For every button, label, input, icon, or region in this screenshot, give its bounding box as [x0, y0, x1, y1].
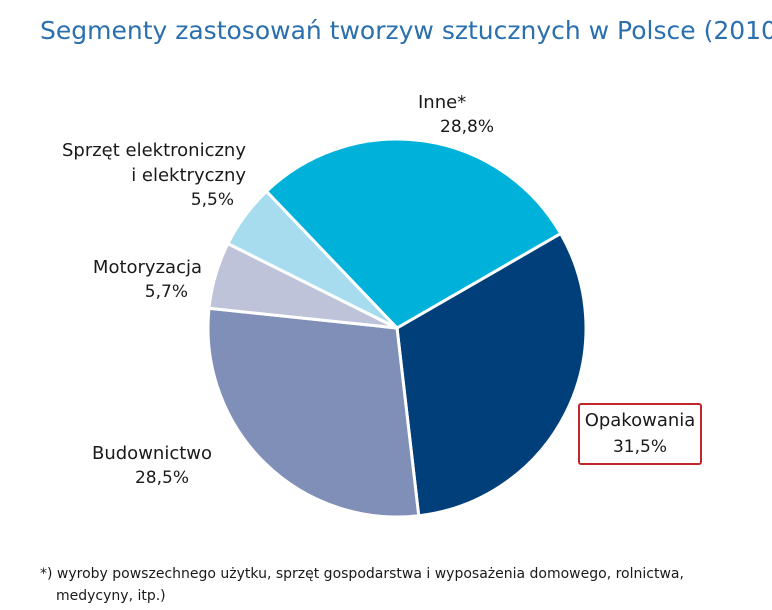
- footnote-line1: *) wyroby powszechnego użytku, sprzęt go…: [40, 566, 684, 582]
- slice-name-sprzet-line1: Sprzęt elektroniczny: [61, 140, 246, 161]
- footnote-line2: medycyny, itp.): [56, 588, 166, 604]
- slice-name-budownictwo: Budownictwo: [92, 443, 213, 464]
- slice-name-opakowania: Opakowania: [584, 410, 696, 431]
- slice-name-motoryzacja: Motoryzacja: [92, 257, 202, 278]
- slice-label-motoryzacja: Motoryzacja 5,7%: [60, 255, 202, 305]
- slice-value-sprzet: 5,5%: [190, 190, 234, 210]
- chart-title: Segmenty zastosowań tworzyw sztucznych w…: [40, 16, 772, 45]
- slice-label-budownictwo: Budownictwo 28,5%: [92, 441, 232, 491]
- slice-label-inne: Inne* 28,8%: [418, 90, 494, 140]
- slice-label-sprzet: Sprzęt elektroniczny i elektryczny 5,5%: [40, 138, 246, 213]
- highlight-box-opakowania: Opakowania 31,5%: [578, 403, 702, 465]
- slice-value-inne: 28,8%: [440, 117, 495, 137]
- slice-name-sprzet-line2: i elektryczny: [131, 165, 246, 186]
- slice-inne: [264, 137, 563, 330]
- slice-value-motoryzacja: 5,7%: [144, 282, 188, 302]
- slice-value-budownictwo: 28,5%: [134, 468, 189, 488]
- slice-opakowania: [395, 232, 588, 518]
- slice-value-opakowania: 31,5%: [612, 437, 667, 457]
- footnote: *) wyroby powszechnego użytku, sprzęt go…: [40, 563, 730, 607]
- slice-budownictwo: [206, 306, 421, 519]
- slice-name-inne: Inne*: [418, 92, 467, 113]
